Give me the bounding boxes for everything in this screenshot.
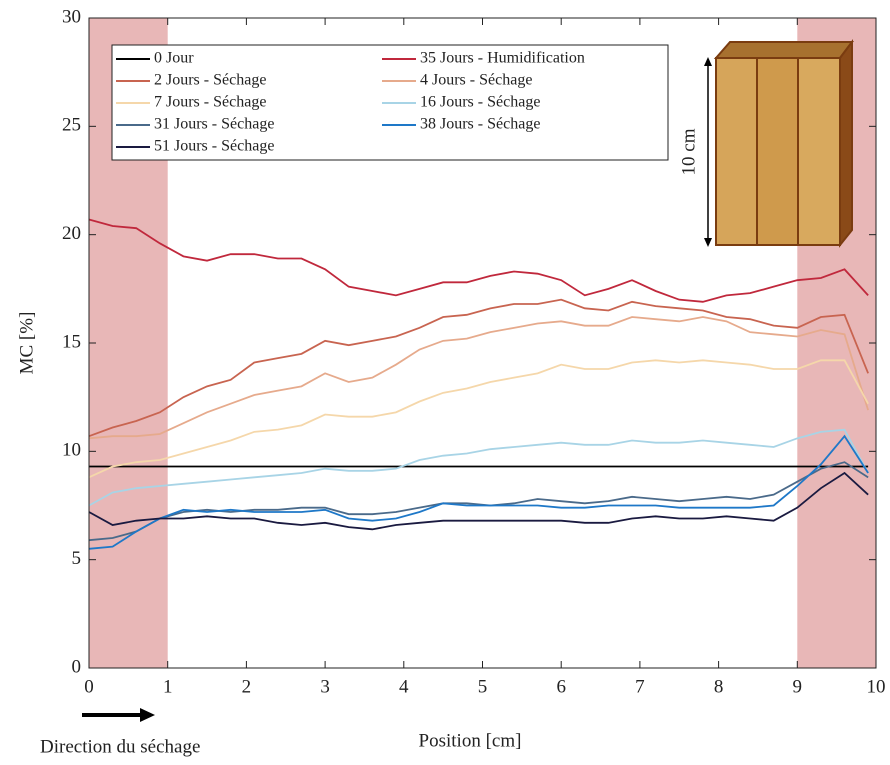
x-tick-label: 7 — [635, 676, 645, 697]
x-tick-label: 2 — [242, 676, 252, 697]
wood-block — [713, 39, 854, 248]
series-line — [88, 434, 869, 550]
arrow-head — [704, 57, 712, 66]
y-axis-label: MC [%] — [16, 312, 37, 375]
arrow-head — [704, 238, 712, 247]
legend-label: 4 Jours - Séchage — [420, 72, 532, 89]
legend-label: 35 Jours - Humidification — [420, 50, 585, 67]
arrow-head — [140, 708, 155, 722]
series-line — [88, 471, 869, 531]
x-tick-label: 1 — [163, 676, 173, 697]
y-tick-label: 0 — [72, 656, 82, 677]
series-line — [88, 359, 869, 479]
x-tick-label: 10 — [867, 676, 886, 697]
x-tick-label: 6 — [556, 676, 566, 697]
y-tick-label: 20 — [62, 223, 81, 244]
legend-label: 16 Jours - Séchage — [420, 94, 540, 111]
legend-label: 7 Jours - Séchage — [154, 94, 266, 111]
legend-label: 2 Jours - Séchage — [154, 72, 266, 89]
y-tick-label: 15 — [62, 331, 81, 352]
series-line — [88, 316, 869, 440]
y-tick-label: 25 — [62, 115, 81, 136]
x-tick-label: 5 — [478, 676, 488, 697]
x-tick-label: 9 — [793, 676, 803, 697]
x-tick-label: 0 — [84, 676, 94, 697]
legend-label: 38 Jours - Séchage — [420, 116, 540, 133]
series-line — [88, 218, 869, 303]
x-tick-label: 4 — [399, 676, 409, 697]
y-tick-label: 30 — [62, 6, 81, 27]
legend-label: 51 Jours - Séchage — [154, 138, 274, 155]
annotation: 10 cm — [678, 128, 699, 175]
x-tick-label: 8 — [714, 676, 724, 697]
series-line — [88, 298, 869, 438]
y-tick-label: 10 — [62, 440, 81, 461]
y-tick-label: 5 — [72, 548, 82, 569]
x-axis-label: Position [cm] — [419, 730, 522, 751]
series-line — [88, 428, 869, 507]
legend-label: 31 Jours - Séchage — [154, 116, 274, 133]
x-tick-label: 3 — [320, 676, 330, 697]
legend-label: 0 Jour — [154, 50, 194, 67]
annotation: Direction du séchage — [40, 736, 200, 757]
series-line — [88, 461, 869, 542]
